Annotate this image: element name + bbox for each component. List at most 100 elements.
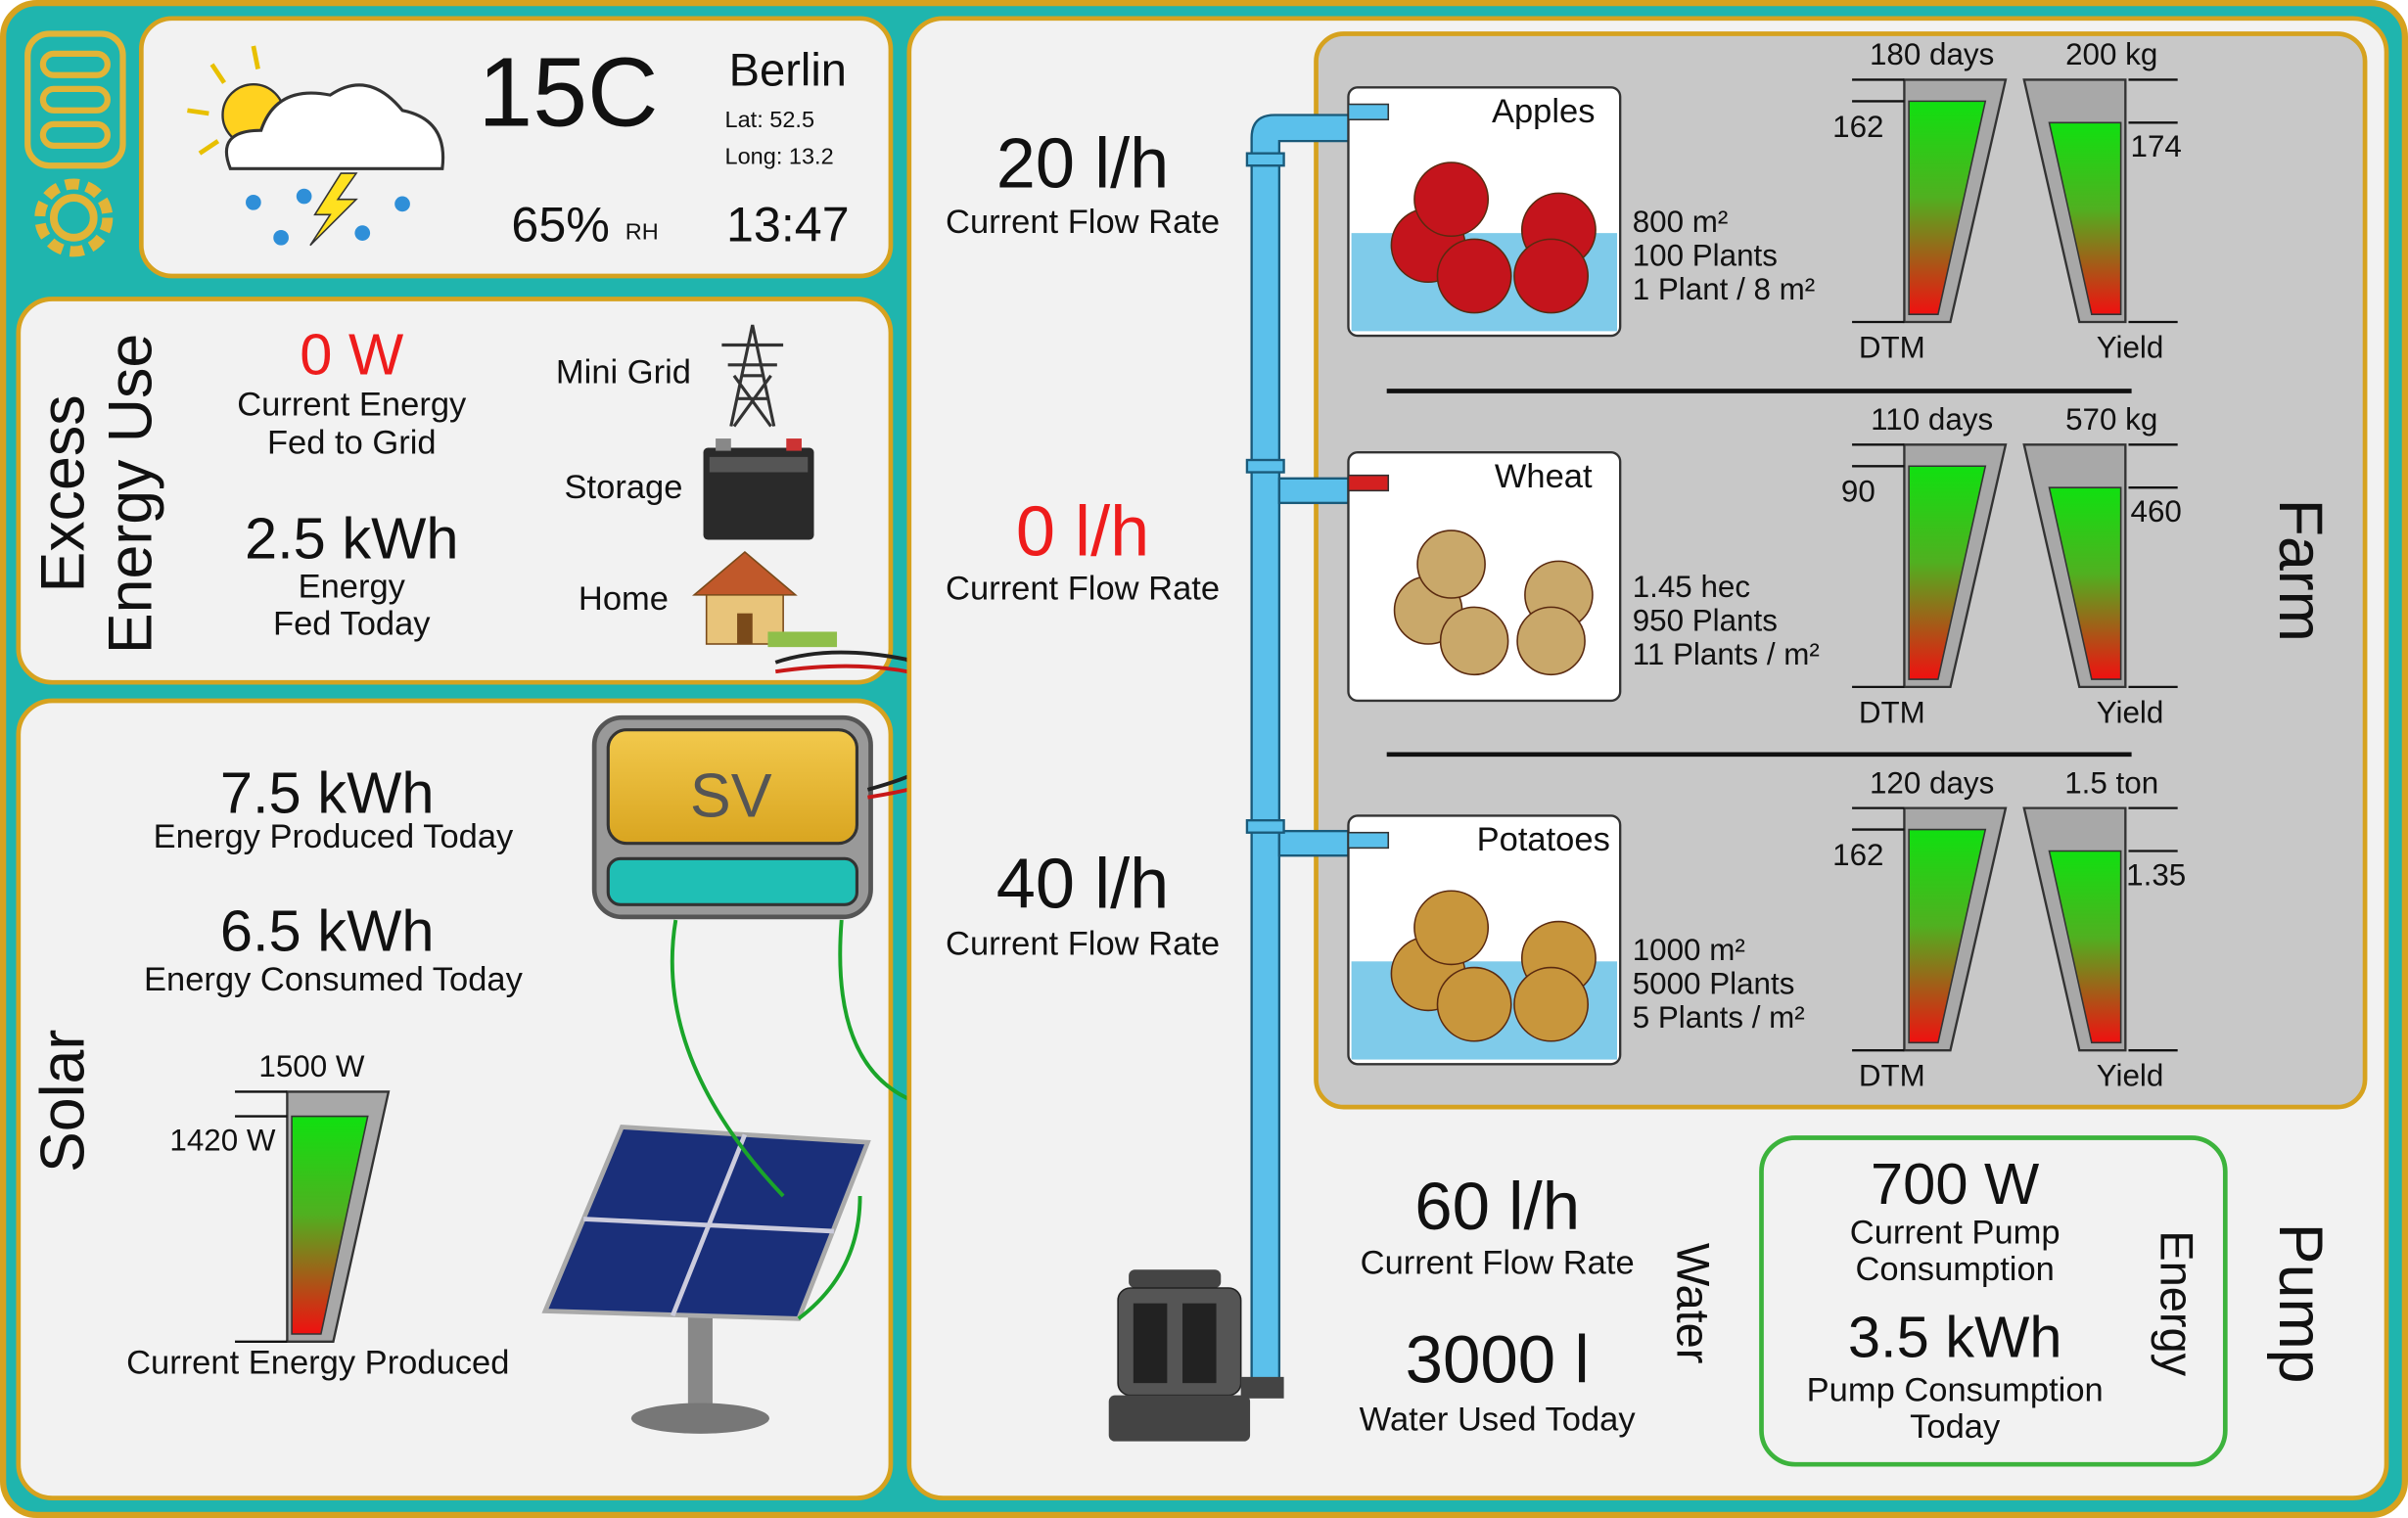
crop-info: 1.45 hec <box>1633 570 1750 604</box>
weather-icon <box>187 45 260 156</box>
solar-gauge <box>235 1090 391 1344</box>
crop-image <box>1413 161 1490 238</box>
temperature: 15C <box>478 37 658 147</box>
menu-button[interactable] <box>39 50 111 78</box>
solar-module-icon <box>630 1403 770 1434</box>
home-icon <box>691 550 798 596</box>
grid-tower-icon <box>721 324 784 428</box>
weather-icon <box>309 172 358 247</box>
pump-power-value: 700 W <box>1871 1151 2040 1217</box>
flow-label: Current Flow Rate <box>946 926 1220 963</box>
destination: Storage <box>565 469 683 506</box>
longitude: Long: 13.2 <box>725 144 834 169</box>
fed-current-value: 0 W <box>300 321 404 387</box>
water-pipe <box>1245 114 1353 1390</box>
yield-max: 1.5 ton <box>2064 765 2158 800</box>
dtm-value: 90 <box>1841 475 1875 509</box>
home-icon <box>691 550 838 648</box>
dtm-label: DTM <box>1859 1059 1925 1093</box>
yield-label: Yield <box>2097 695 2164 729</box>
controller-label: SV <box>690 761 772 830</box>
yield-label: Yield <box>2097 330 2164 364</box>
farm-title: Farm <box>2266 499 2335 642</box>
flow-value: 40 l/h <box>996 846 1170 924</box>
gauge-fill <box>2048 850 2122 1044</box>
settings-button[interactable] <box>34 178 114 257</box>
crop-name: Apples <box>1492 93 1596 130</box>
water-pipe <box>1277 477 1350 505</box>
solar-module-icon <box>687 1303 713 1411</box>
flow-label: Current Flow Rate <box>946 204 1220 241</box>
consumed-value: 6.5 kWh <box>220 897 435 963</box>
grid-tower-icon <box>721 324 784 428</box>
pump-energy-label: Pump Consumption <box>1807 1372 2104 1409</box>
crop-image <box>1436 966 1512 1042</box>
battery-icon <box>709 456 809 473</box>
energy-title: Energy <box>2152 1230 2203 1376</box>
weather-icon <box>187 108 209 116</box>
crop-image <box>1516 606 1586 676</box>
gauge-max: 1500 W <box>258 1049 365 1083</box>
weather-icon <box>251 45 260 69</box>
dtm-label: DTM <box>1859 695 1925 729</box>
water-used-label: Water Used Today <box>1360 1401 1637 1438</box>
water-pipe <box>1245 152 1285 167</box>
excess-energy-panel <box>16 297 894 685</box>
menu-button[interactable] <box>24 30 126 169</box>
flow-value: 0 l/h <box>1016 492 1149 571</box>
consumed-label: Energy Consumed Today <box>144 961 524 998</box>
settings-button[interactable] <box>49 194 98 242</box>
pump-energy-value: 3.5 kWh <box>1848 1305 2062 1370</box>
water-pipe <box>1250 114 1353 1390</box>
crop-name: Potatoes <box>1477 821 1610 858</box>
solar-title: Solar <box>29 1030 98 1173</box>
yield-value: 1.35 <box>2126 857 2186 892</box>
dtm-label: DTM <box>1859 330 1925 364</box>
weather-icon <box>354 225 371 241</box>
fed-today-label: Energy <box>299 569 406 606</box>
city: Berlin <box>729 44 847 96</box>
dtm-max: 120 days <box>1870 765 1994 800</box>
crop-image <box>1513 238 1590 314</box>
pump-power-label: Current Pump <box>1850 1214 2061 1251</box>
menu-button[interactable] <box>39 85 111 114</box>
tap <box>1347 103 1390 120</box>
tap <box>1347 474 1390 492</box>
pump-icon <box>1182 1303 1217 1384</box>
menu-button[interactable] <box>39 120 111 149</box>
yield-label: Yield <box>2097 1059 2164 1093</box>
crop-info: 1 Plant / 8 m² <box>1633 272 1816 306</box>
settings-button[interactable] <box>34 178 114 257</box>
water-title: Water <box>1667 1243 1719 1364</box>
crop-info: 5000 Plants <box>1633 967 1795 1001</box>
weather-icon <box>198 139 220 156</box>
crop-info: 100 Plants <box>1633 238 1778 272</box>
excess-title: Energy Use <box>97 334 165 654</box>
pump-energy-box <box>1759 1135 2228 1467</box>
crop-info: 1000 m² <box>1633 933 1745 967</box>
gauge-fill <box>1908 828 1987 1044</box>
solar-module-icon <box>583 1133 835 1317</box>
crop-info: 5 Plants / m² <box>1633 1000 1805 1035</box>
pump-icon <box>1240 1376 1284 1399</box>
weather-icon <box>246 188 410 246</box>
battery-icon <box>786 438 802 451</box>
water-flow-label: Current Flow Rate <box>1361 1245 1635 1282</box>
dtm-value: 162 <box>1832 110 1883 144</box>
menu-button[interactable] <box>24 30 126 169</box>
water-flow-value: 60 l/h <box>1414 1169 1580 1244</box>
flow-label: Current Flow Rate <box>946 570 1220 607</box>
weather-icon <box>273 230 289 246</box>
charge-controller <box>606 856 859 906</box>
weather-icon <box>296 188 312 205</box>
charge-controller <box>591 714 873 920</box>
pump-icon <box>1108 1395 1251 1442</box>
water-used-value: 3000 l <box>1406 1322 1590 1398</box>
crop-image <box>1413 890 1490 966</box>
